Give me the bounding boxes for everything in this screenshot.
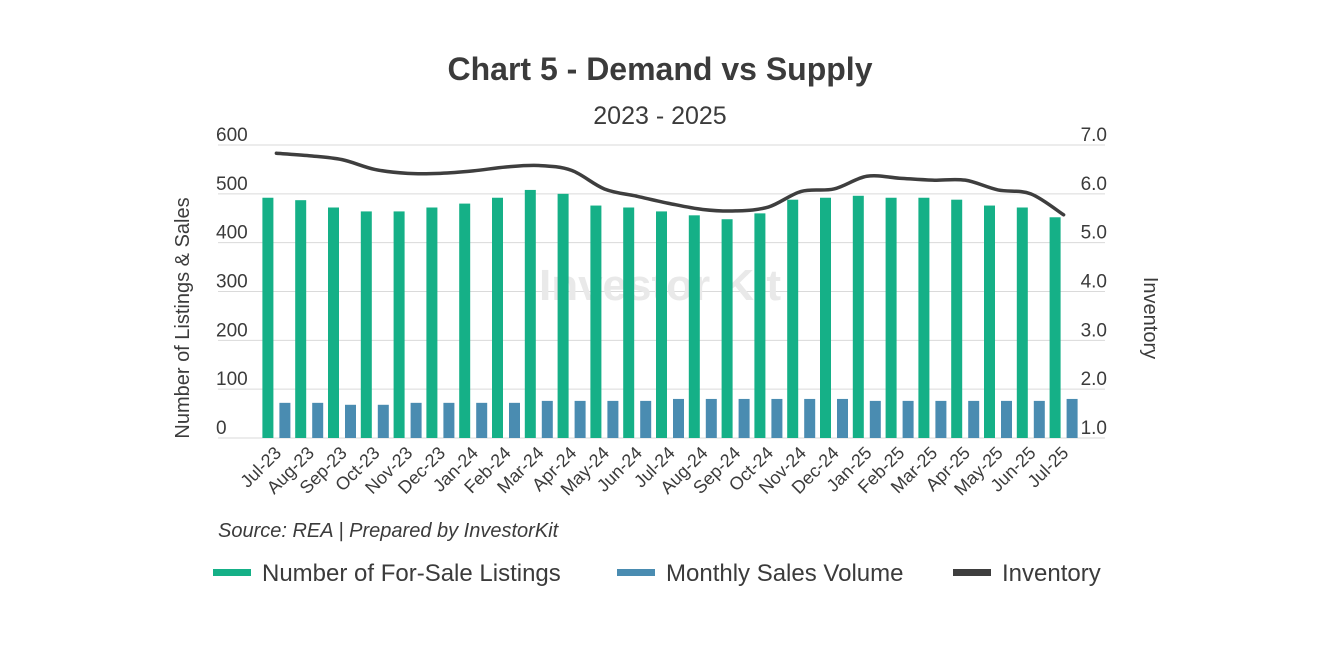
bar-sales-nov-24 [804, 398, 816, 438]
bar-listings-jun-25 [1016, 207, 1028, 438]
y2-tick-label: 6.0 [1081, 174, 1107, 195]
bar-sales-apr-25 [968, 400, 980, 438]
chart-subtitle: 2023 - 2025 [593, 102, 726, 130]
bar-listings-feb-24 [492, 197, 503, 438]
y2-tick-label: 5.0 [1081, 223, 1107, 244]
legend: Number of For-Sale Listings Monthly Sale… [213, 560, 1101, 587]
bar-sales-jul-23 [279, 402, 291, 438]
source-note: Source: REA | Prepared by InvestorKit [218, 520, 560, 542]
y2-axis-label: Inventory [1139, 277, 1161, 359]
bar-sales-dec-24 [837, 398, 848, 438]
bar-listings-nov-23 [393, 211, 405, 438]
bar-listings-oct-23 [360, 211, 372, 438]
legend-swatch-inventory [953, 569, 991, 576]
y2-tick-label: 1.0 [1081, 418, 1107, 439]
bar-sales-jun-24 [640, 400, 652, 438]
bar-sales-may-24 [607, 400, 619, 438]
bar-listings-apr-24 [557, 193, 569, 438]
bar-listings-nov-24 [787, 199, 799, 438]
bar-sales-jun-25 [1033, 400, 1045, 438]
legend-label-inventory: Inventory [1002, 560, 1101, 587]
bar-sales-aug-24 [705, 398, 717, 438]
y2-tick-label: 3.0 [1081, 320, 1107, 341]
y2-tick-label: 4.0 [1081, 272, 1107, 293]
bar-listings-dec-23 [426, 207, 438, 438]
bar-listings-mar-25 [918, 197, 930, 438]
bar-listings-aug-24 [688, 215, 700, 438]
bar-sales-dec-23 [443, 402, 455, 438]
bar-sales-mar-25 [935, 400, 947, 438]
bar-listings-dec-24 [820, 197, 831, 438]
legend-label-listings: Number of For-Sale Listings [262, 560, 561, 587]
bar-sales-jan-24 [476, 402, 488, 438]
legend-label-sales: Monthly Sales Volume [666, 560, 903, 587]
y-tick-label: 600 [216, 125, 248, 146]
bar-sales-feb-24 [509, 402, 520, 438]
legend-swatch-listings [213, 569, 251, 576]
bar-sales-oct-24 [771, 398, 783, 438]
y2-tick-label: 7.0 [1081, 125, 1107, 146]
bar-listings-jan-24 [459, 203, 471, 438]
bar-listings-jun-24 [623, 207, 635, 438]
bar-sales-may-25 [1001, 400, 1012, 438]
bar-sales-feb-25 [902, 400, 914, 438]
bar-listings-may-25 [984, 205, 995, 438]
bar-sales-jul-25 [1066, 398, 1078, 438]
bar-sales-mar-24 [541, 400, 553, 438]
y-tick-label: 200 [216, 320, 248, 341]
y-tick-label: 100 [216, 369, 248, 390]
bar-listings-aug-23 [295, 200, 307, 438]
bar-sales-sep-24 [738, 398, 750, 438]
right-axis-ticks: 7.0 6.0 5.0 4.0 3.0 2.0 1.0 [1081, 125, 1107, 439]
bars-layer [262, 189, 1078, 438]
bar-listings-mar-24 [524, 189, 536, 438]
y2-tick-label: 2.0 [1081, 369, 1107, 390]
y-tick-label: 500 [216, 174, 248, 195]
bar-sales-jul-24 [673, 398, 684, 438]
bar-sales-jan-25 [869, 400, 881, 438]
bar-listings-oct-24 [754, 213, 766, 438]
bar-listings-jul-25 [1049, 217, 1061, 438]
y-axis-label: Number of Listings & Sales [172, 197, 194, 438]
bar-sales-aug-23 [312, 402, 324, 438]
bar-listings-may-24 [590, 205, 602, 438]
left-axis-ticks: 600 500 400 300 200 100 0 [216, 125, 248, 439]
bar-listings-jul-24 [656, 211, 667, 438]
bar-listings-sep-23 [328, 207, 339, 438]
chart-title: Chart 5 - Demand vs Supply [448, 51, 873, 87]
x-axis-ticks: Jul-23Aug-23Sep-23Oct-23Nov-23Dec-23Jan-… [236, 443, 1072, 500]
y-tick-label: 400 [216, 223, 248, 244]
y-tick-label: 300 [216, 272, 248, 293]
y-tick-label: 0 [216, 418, 227, 439]
bar-listings-apr-25 [951, 199, 963, 438]
inventory-line [274, 151, 1066, 217]
bar-listings-feb-25 [885, 197, 897, 438]
bar-sales-oct-23 [377, 404, 389, 438]
line-layer [274, 151, 1066, 217]
bar-listings-sep-24 [721, 219, 733, 438]
bar-sales-nov-23 [410, 402, 422, 438]
bar-listings-jan-25 [852, 195, 864, 438]
bar-sales-apr-24 [574, 400, 586, 438]
bar-sales-sep-23 [345, 404, 356, 438]
legend-swatch-sales [617, 569, 655, 576]
bar-listings-jul-23 [262, 197, 274, 438]
